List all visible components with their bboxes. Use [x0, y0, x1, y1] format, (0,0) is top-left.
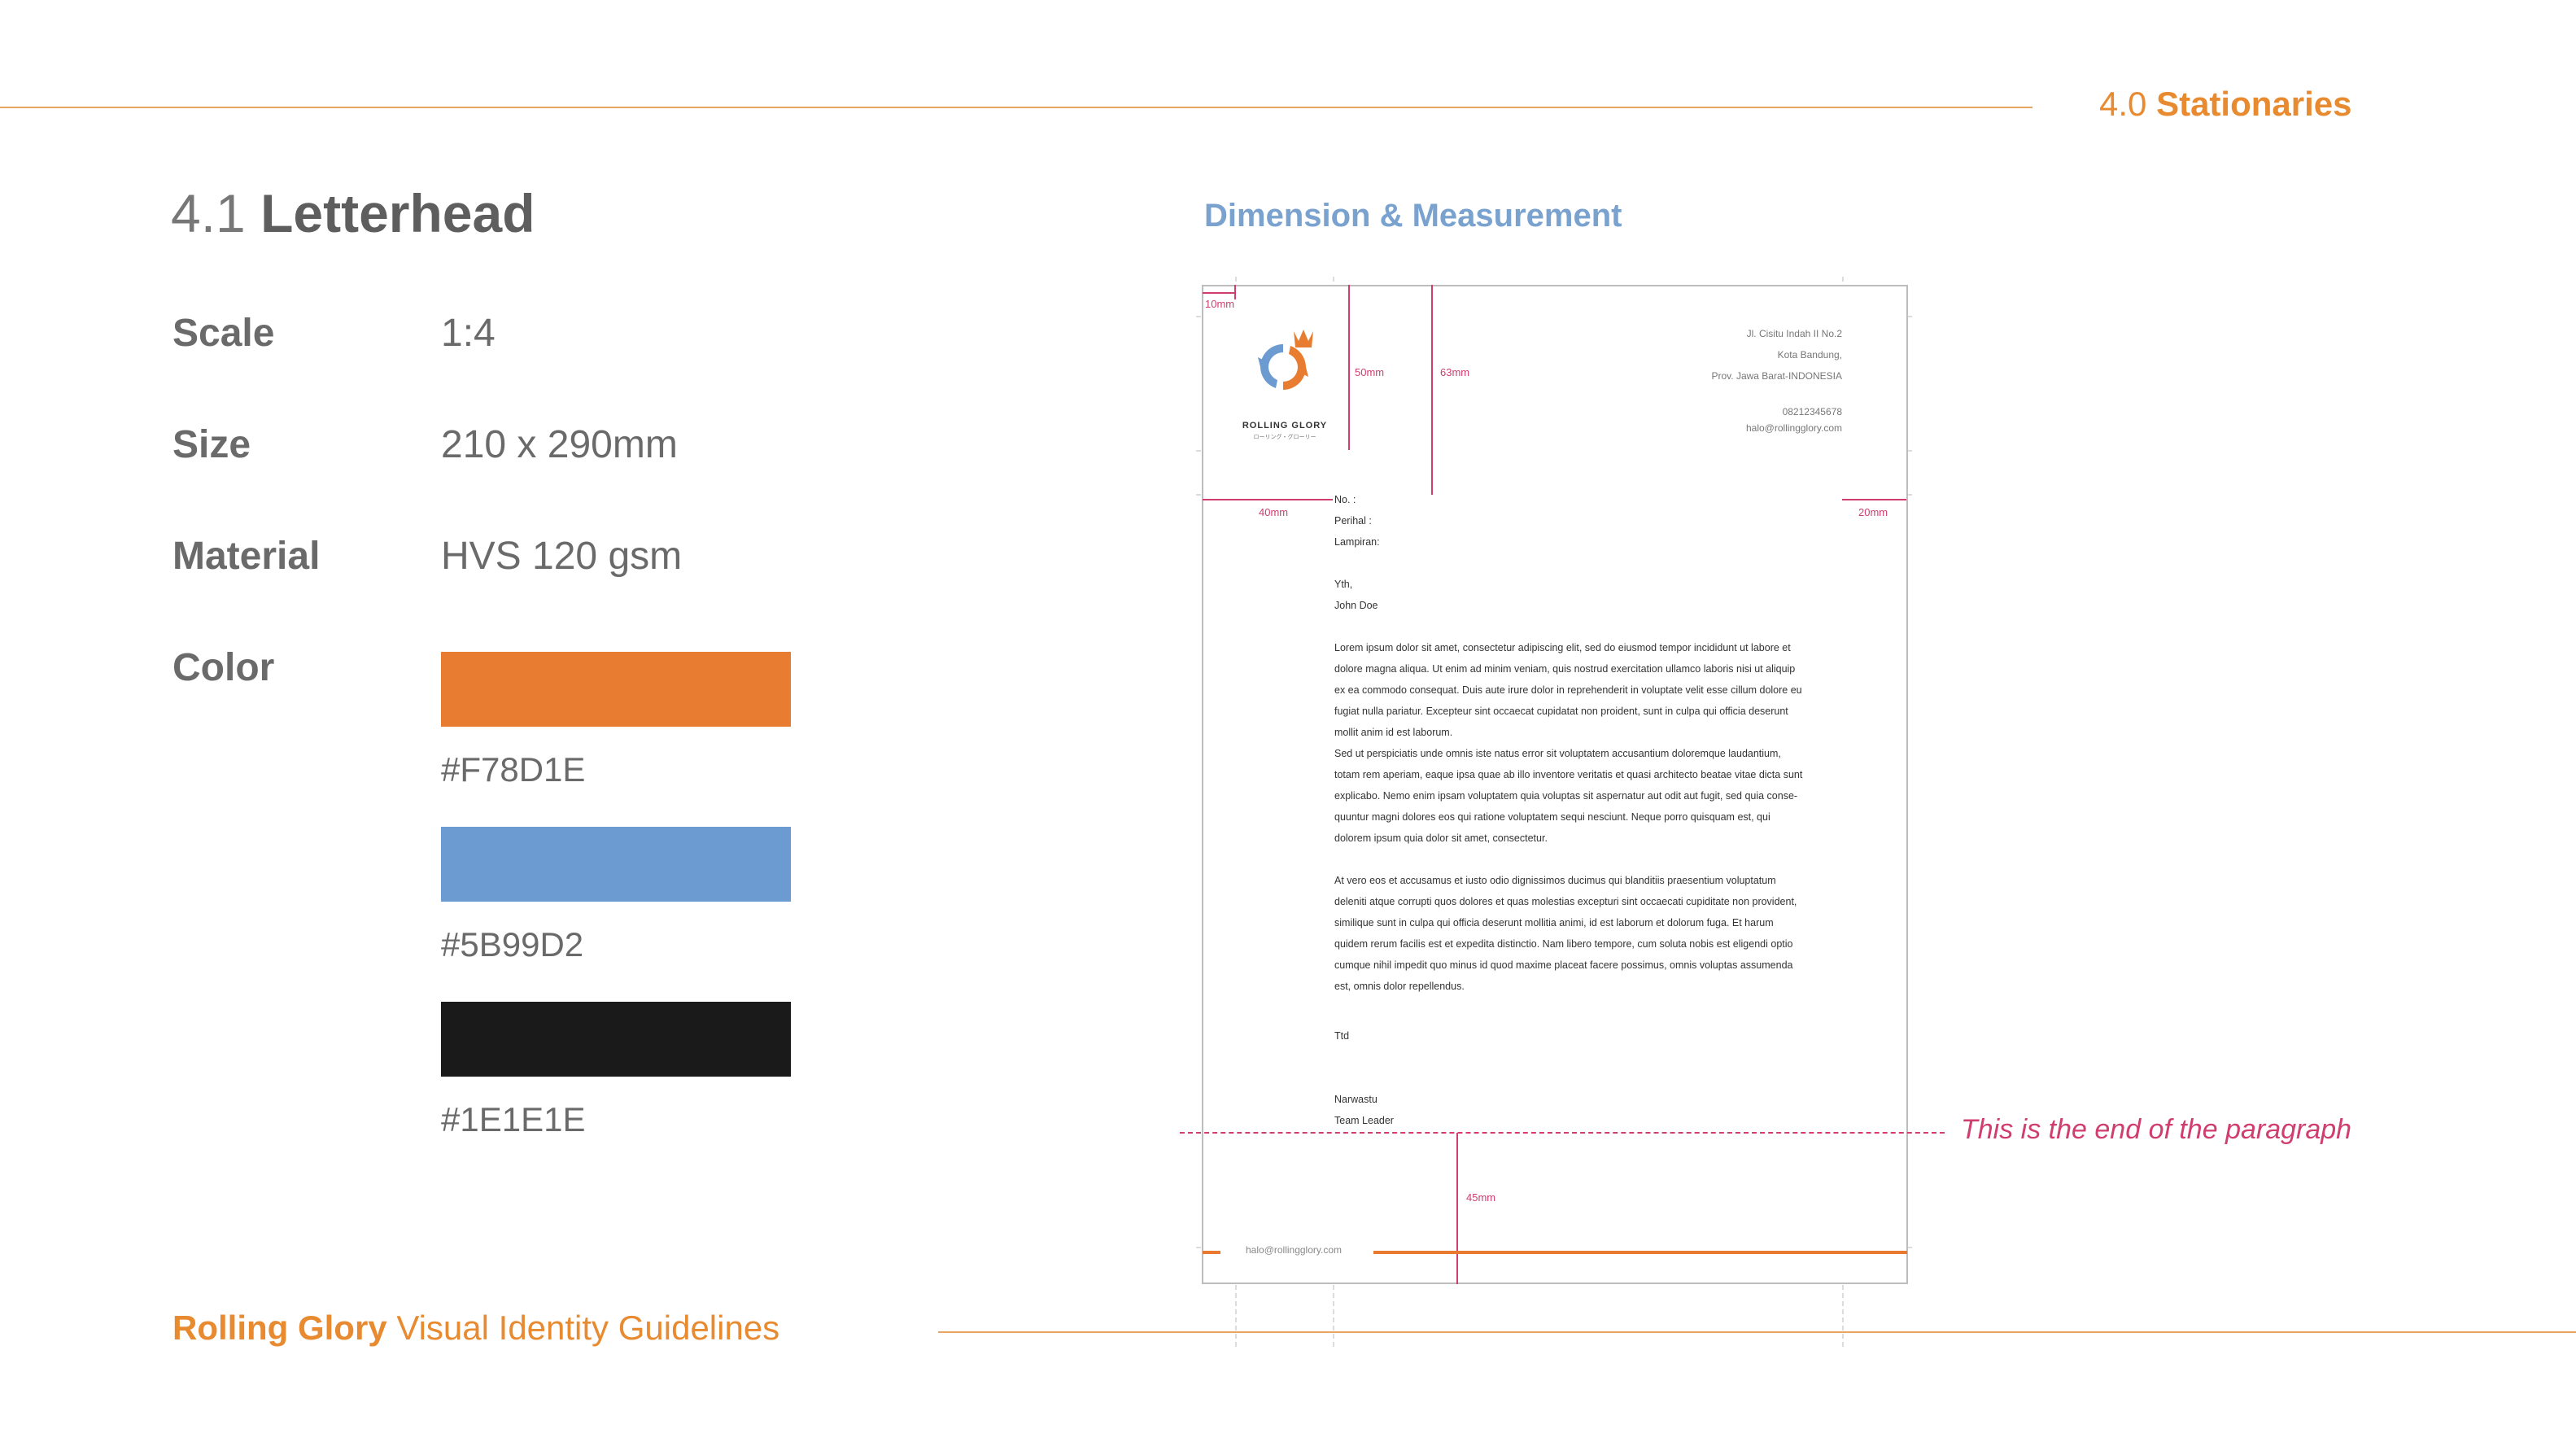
- material-label: Material: [172, 535, 321, 578]
- para2-line: At vero eos et accusamus et iusto odio d…: [1334, 875, 1776, 886]
- para1-line: Lorem ipsum dolor sit amet, consectetur …: [1334, 642, 1791, 653]
- measure-40mm-label: 40mm: [1259, 506, 1289, 518]
- swatch-orange: [441, 652, 791, 727]
- measure-63mm-line: [1431, 285, 1433, 495]
- footer-bar-right: [1373, 1251, 1907, 1254]
- page-number: 4.1: [171, 183, 246, 243]
- size-label: Size: [172, 423, 251, 466]
- address-line-3: Prov. Jawa Barat-INDONESIA: [1711, 370, 1843, 382]
- section-name: Stationaries: [2156, 85, 2352, 123]
- para1-line: mollit anim id est laborum.: [1334, 727, 1453, 738]
- scale-label: Scale: [172, 312, 275, 355]
- para2-line: quidem rerum facilis est et expedita dis…: [1334, 938, 1793, 950]
- signer-role: Team Leader: [1334, 1115, 1394, 1126]
- recipient: John Doe: [1334, 600, 1378, 611]
- address-phone: 08212345678: [1782, 406, 1842, 417]
- para1-line: quuntur magni dolores eos qui ratione vo…: [1334, 811, 1770, 823]
- page-title-text: Letterhead: [260, 183, 535, 243]
- swatch-blue-hex: #5B99D2: [441, 925, 584, 964]
- field-lampiran: Lampiran:: [1334, 536, 1380, 548]
- closing: Ttd: [1334, 1030, 1350, 1042]
- address-line-2: Kota Bandung,: [1777, 349, 1842, 360]
- footer-bar-left: [1203, 1251, 1220, 1254]
- para2-line: similique sunt in culpa qui officia dese…: [1334, 917, 1774, 929]
- swatch-blue: [441, 827, 791, 902]
- dimension-title: Dimension & Measurement: [1204, 198, 1622, 234]
- footer-email: halo@rollingglory.com: [1246, 1244, 1343, 1256]
- measure-10mm-label: 10mm: [1205, 298, 1235, 310]
- section-number: 4.0: [2099, 85, 2147, 123]
- color-label: Color: [172, 646, 275, 689]
- footer-text: Rolling Glory Visual Identity Guidelines: [172, 1309, 779, 1348]
- para1-line: totam rem aperiam, eaque ipsa quae ab il…: [1334, 769, 1803, 780]
- field-perihal: Perihal :: [1334, 515, 1372, 527]
- measure-10mm-tick: [1234, 285, 1236, 299]
- logo-wordmark: ROLLING GLORY: [1242, 421, 1328, 430]
- body-paragraph-2: At vero eos et accusamus et iusto odio d…: [1334, 870, 1839, 997]
- rolling-glory-logo-icon: [1258, 330, 1313, 390]
- para2-line: cumque nihil impedit quo minus id quod m…: [1334, 959, 1793, 971]
- body-paragraph-1: Lorem ipsum dolor sit amet, consectetur …: [1334, 637, 1839, 849]
- measure-20mm-line: [1842, 499, 1906, 500]
- measure-45mm-label: 45mm: [1466, 1191, 1496, 1204]
- footer-rule: [938, 1331, 2576, 1333]
- size-value: 210 x 290mm: [441, 423, 678, 466]
- para1-line: ex ea commodo consequat. Duis aute irure…: [1334, 684, 1802, 696]
- signer-name: Narwastu: [1334, 1094, 1378, 1105]
- para1-line: Sed ut perspiciatis unde omnis iste natu…: [1334, 748, 1781, 759]
- para1-line: fugiat nulla pariatur. Excepteur sint oc…: [1334, 706, 1788, 717]
- address-email: halo@rollingglory.com: [1745, 422, 1842, 434]
- swatch-orange-hex: #F78D1E: [441, 750, 586, 789]
- scale-value: 1:4: [441, 312, 496, 355]
- measure-50mm-label: 50mm: [1355, 366, 1385, 378]
- swatch-black-hex: #1E1E1E: [441, 1100, 586, 1138]
- salutation: Yth,: [1334, 579, 1353, 590]
- swatch-black: [441, 1002, 791, 1077]
- header-rule: [0, 107, 2032, 108]
- para2-line: est, omnis dolor repellendus.: [1334, 981, 1465, 992]
- page-title: 4.1 Letterhead: [171, 182, 535, 244]
- address-line-1: Jl. Cisitu Indah II No.2: [1746, 328, 1842, 339]
- measure-20mm-label: 20mm: [1858, 506, 1888, 518]
- measure-50mm-line: [1348, 285, 1350, 450]
- measure-63mm-label: 63mm: [1440, 366, 1470, 378]
- material-value: HVS 120 gsm: [441, 535, 683, 578]
- section-label: 4.0 Stationaries: [2099, 85, 2351, 124]
- para1-line: dolorem ipsum quia dolor sit amet, conse…: [1334, 832, 1548, 844]
- para2-line: deleniti atque corrupti quos dolores et …: [1334, 896, 1797, 907]
- measure-40mm-line: [1203, 499, 1333, 500]
- measure-10mm-line: [1203, 292, 1235, 294]
- footer-title: Visual Identity Guidelines: [396, 1309, 780, 1347]
- end-paragraph-note: This is the end of the paragraph: [1961, 1114, 2352, 1145]
- field-no: No. :: [1334, 494, 1356, 505]
- logo-subtitle: ローリング・グローリー: [1253, 435, 1316, 440]
- measure-45mm-line: [1456, 1133, 1458, 1284]
- footer-brand: Rolling Glory: [172, 1309, 387, 1347]
- para1-line: explicabo. Nemo enim ipsam voluptatem qu…: [1334, 790, 1798, 802]
- end-paragraph-line: [1180, 1132, 1945, 1134]
- letterhead-sheet: [1202, 285, 1908, 1284]
- para1-line: dolore magna aliqua. Ut enim ad minim ve…: [1334, 663, 1796, 675]
